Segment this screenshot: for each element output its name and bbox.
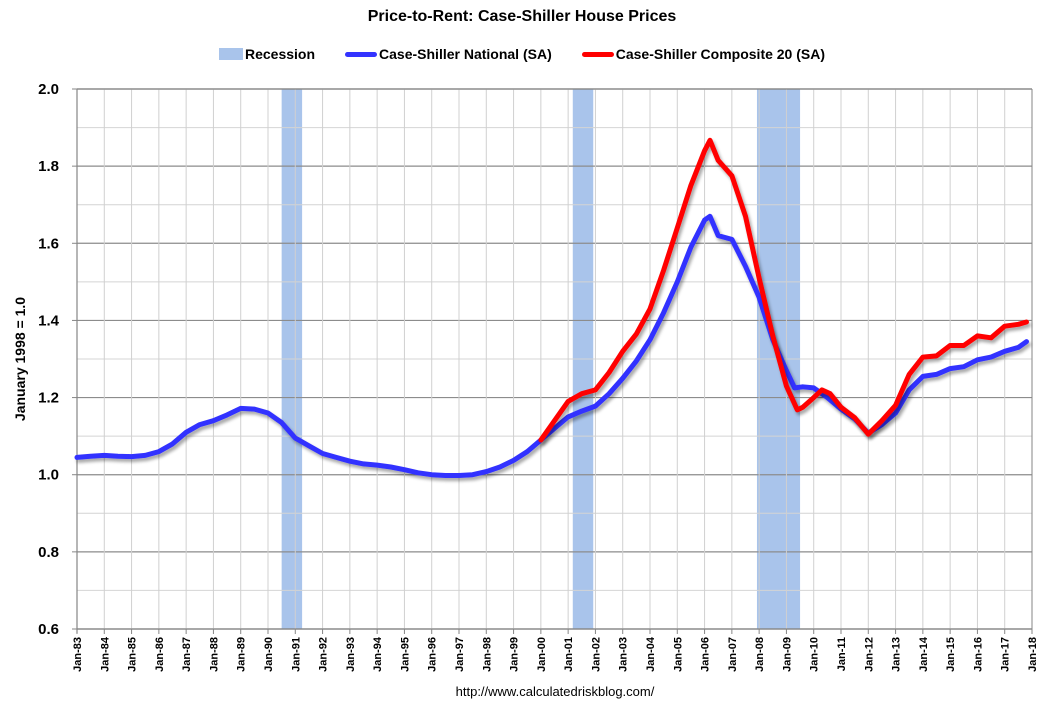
x-tick-label: Jan-01 <box>563 637 575 672</box>
y-tick-label: 1.6 <box>38 235 59 252</box>
x-tick-label: Jan-12 <box>863 637 875 672</box>
y-tick-label: 1.2 <box>38 390 59 407</box>
x-tick-label: Jan-90 <box>263 637 275 672</box>
x-tick-label: Jan-97 <box>454 637 466 672</box>
grid-lines <box>76 88 1033 630</box>
x-tick-label: Jan-85 <box>127 637 139 672</box>
y-tick-label: 1.8 <box>38 158 59 175</box>
x-tick-label: Jan-83 <box>72 637 84 672</box>
recession-swatch-icon <box>218 48 243 60</box>
x-tick-label: Jan-15 <box>945 637 957 672</box>
x-tick-label: Jan-00 <box>536 637 548 672</box>
x-tick-label: Jan-06 <box>700 637 712 672</box>
x-tick-label: Jan-94 <box>372 636 384 672</box>
national-line-swatch-icon <box>345 51 378 57</box>
x-tick-label: Jan-84 <box>99 636 111 672</box>
x-tick-label: Jan-10 <box>809 637 821 672</box>
x-tick-label: Jan-08 <box>754 637 766 672</box>
axes: 0.6 0.8 1.0 1.2 1.4 1.6 1.8 2.0 Jan-83 Jan-84 Jan-… <box>38 81 1039 672</box>
y-tick-label: 1.0 <box>38 467 59 484</box>
data-lines <box>74 137 1029 478</box>
legend-label-recession: Recession <box>244 46 316 62</box>
legend-item-composite: Case-Shiller Composite 20 (SA) <box>581 46 826 62</box>
x-tick-label: Jan-02 <box>590 637 602 672</box>
x-tick-label: Jan-18 <box>1027 637 1039 672</box>
x-tick-label: Jan-09 <box>781 637 793 672</box>
legend-item-national: Case-Shiller National (SA) <box>345 46 552 62</box>
x-tick-label: Jan-91 <box>290 637 302 672</box>
x-tick-label: Jan-86 <box>154 637 166 672</box>
legend-label-composite: Case-Shiller Composite 20 (SA) <box>615 46 826 62</box>
legend: Recession Case-Shiller National (SA) Cas… <box>0 46 1044 62</box>
x-tick-label: Jan-05 <box>672 637 684 672</box>
x-tick-label: Jan-16 <box>972 637 984 672</box>
x-tick-label: Jan-99 <box>509 637 521 672</box>
x-tick-label: Jan-04 <box>645 636 657 672</box>
y-tick-label: 2.0 <box>38 81 59 98</box>
x-tick-label: Jan-07 <box>727 637 739 672</box>
y-tick-label: 0.6 <box>38 621 59 638</box>
x-tick-label: Jan-88 <box>208 637 220 672</box>
x-tick-label: Jan-92 <box>318 637 330 672</box>
x-tick-label: Jan-11 <box>836 637 848 671</box>
composite-line-swatch-icon <box>581 51 614 57</box>
y-axis-label: January 1998 = 1.0 <box>12 297 28 421</box>
x-tick-label: Jan-96 <box>427 637 439 672</box>
y-tick-label: 0.8 <box>38 544 59 561</box>
x-tick-label: Jan-89 <box>236 637 248 672</box>
x-tick-label: Jan-13 <box>891 637 903 672</box>
x-tick-label: Jan-87 <box>181 637 193 672</box>
x-tick-label: Jan-93 <box>345 637 357 672</box>
x-tick-label: Jan-03 <box>618 637 630 672</box>
x-tick-label: Jan-95 <box>399 637 411 672</box>
x-tick-label: Jan-98 <box>481 637 493 672</box>
source-url: http://www.calculatedriskblog.com/ <box>455 684 655 699</box>
x-tick-label: Jan-17 <box>1000 637 1012 672</box>
legend-item-recession: Recession <box>218 46 316 62</box>
legend-label-national: Case-Shiller National (SA) <box>379 46 552 62</box>
composite-series-line <box>538 137 1029 443</box>
chart-title: Price-to-Rent: Case-Shiller House Prices <box>367 8 677 25</box>
x-tick-label: Jan-14 <box>918 636 930 672</box>
y-tick-label: 1.4 <box>38 312 60 329</box>
